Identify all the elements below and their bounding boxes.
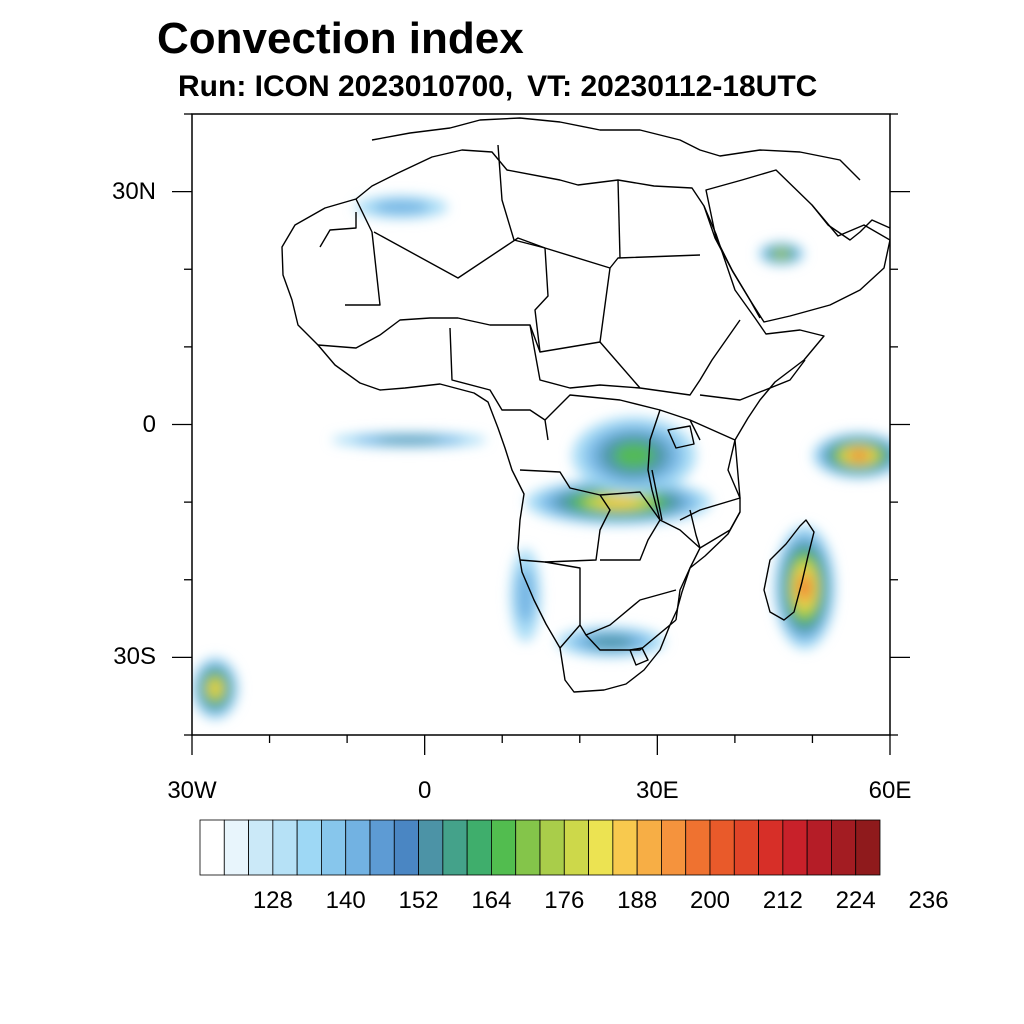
field-level-164 [613,442,655,469]
colorbar-tick-label: 152 [398,887,439,914]
field-level-176 [775,250,788,257]
axis-ticks [172,113,910,755]
field-level-188 [597,496,641,508]
border-zambia [599,491,661,561]
field-congo-basin [572,416,697,495]
border-sudan-chad [534,247,611,353]
colorbar-tick-label: 236 [908,887,949,914]
lake-victoria [667,425,695,449]
field-namibia-coast [509,548,541,642]
border-drc-east [647,409,701,549]
border-angola [519,469,611,563]
map-frame [172,113,910,755]
border-morocco-algeria [345,198,381,306]
field-gulf-of-guinea-plume [331,432,487,448]
lake-malawi [689,509,701,549]
valid-time-label: VT: 20230112-18UTC [527,70,818,103]
colorbar-tick-label: 176 [544,887,585,914]
convection-field [192,195,890,720]
field-arabian-peninsula [758,242,805,266]
field-level-152 [375,436,443,444]
field-level-188 [209,681,221,696]
chart-subtitle: Run: ICON 2023010700, VT: 20230112-18UTC [178,70,817,104]
southern-europe-coast [371,117,861,181]
border-mozambique [675,511,741,621]
chart-title: Convection index [157,14,524,63]
lat-label: 30N [111,177,156,205]
field-western-indian-ocean-equator [812,432,890,479]
lon-label: 0 [417,777,432,804]
lat-label: 30S [113,643,156,671]
border-libya-egypt [617,179,621,259]
colorbar-tick-label: 200 [689,887,731,914]
field-southwest-atlantic [192,657,239,720]
border-congo [544,394,701,441]
border-sudan-south [599,319,741,396]
border-tanzania [679,419,741,521]
persian-gulf-coast [811,204,890,241]
colorbar-tick-label: 140 [325,887,366,914]
border-sahel-1 [319,212,357,248]
border-ethiopia-somalia [699,359,806,401]
colorbar-tick-label: 212 [762,887,803,914]
colorbar-tick-label: 224 [835,887,876,914]
border-west-africa [317,317,541,353]
map-background [192,114,890,735]
field-level-140 [373,200,430,215]
africa-coastline [281,149,825,693]
madagascar-coastline [763,519,815,621]
field-level-200 [849,450,869,461]
lesotho [629,647,649,666]
run-label: Run: ICON 2023010700, [178,70,514,103]
colorbar-tick-label: 128 [252,887,293,914]
field-sahara-streak [354,195,448,219]
field-level-152 [587,635,635,649]
lake-tanganyika [651,469,663,521]
lon-label: 30W [167,777,217,804]
field-southeast-indian-ocean-madagascar [773,525,836,650]
red-sea-inner [703,205,761,319]
lon-label: 30E [635,777,679,804]
lon-label: 60E [868,777,912,804]
border-algeria-libya [497,144,546,249]
field-central-africa-band [525,478,712,526]
border-cameroon-car [529,324,641,389]
coastlines-and-borders [281,117,890,693]
colorbar-tick-label: 164 [471,887,512,914]
field-level-140 [516,567,535,624]
colorbar-tick-label: 188 [617,887,658,914]
lat-label: 0 [142,410,156,438]
border-south-africa [559,619,677,651]
